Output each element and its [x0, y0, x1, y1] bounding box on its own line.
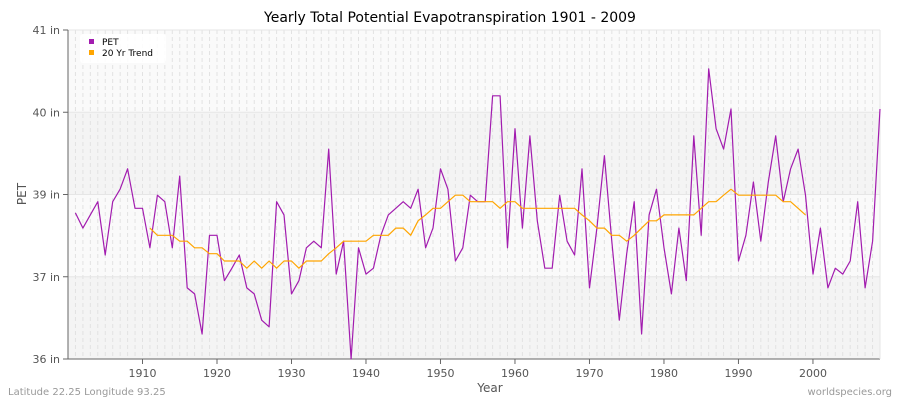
footer-source: worldspecies.org — [808, 387, 892, 398]
y-tick-label: 41 in — [32, 24, 60, 37]
footer-location: Latitude 22.25 Longitude 93.25 — [8, 387, 166, 398]
x-tick-label: 1930 — [277, 367, 305, 380]
plot-band — [68, 30, 880, 113]
y-tick-label: 36 in — [32, 353, 60, 366]
x-tick-label: 1990 — [724, 367, 752, 380]
plot-band — [68, 112, 880, 195]
plot-band — [68, 194, 880, 277]
legend-swatch-pet — [89, 39, 94, 44]
x-tick-label: 1940 — [352, 367, 380, 380]
x-tick-label: 1960 — [501, 367, 529, 380]
y-tick-label: 39 in — [32, 189, 60, 202]
x-tick-label: 1970 — [575, 367, 603, 380]
trend-series-line — [149, 188, 806, 269]
x-tick-label: 1950 — [426, 367, 454, 380]
plot-band — [68, 276, 880, 359]
x-tick-label: 1910 — [128, 367, 156, 380]
chart-title: Yearly Total Potential Evapotranspiratio… — [263, 10, 636, 26]
y-axis-label: PET — [15, 182, 29, 205]
plot-background — [68, 30, 880, 359]
x-axis-label: Year — [476, 381, 502, 395]
axes: 36 in 37 in 39 in 40 in 41 in 1910 1920 1930 194… — [32, 24, 881, 380]
legend-label-trend: 20 Yr Trend — [102, 49, 153, 59]
series-lines — [74, 68, 881, 360]
legend-box — [80, 34, 166, 63]
legend-label-pet: PET — [102, 38, 119, 48]
legend: PET 20 Yr Trend — [80, 34, 166, 63]
x-tick-label: 1980 — [650, 367, 678, 380]
legend-swatch-trend — [89, 50, 94, 55]
y-tick-label: 37 in — [32, 271, 60, 284]
x-tick-label: 1920 — [203, 367, 231, 380]
x-tick-label: 2000 — [799, 367, 827, 380]
grid — [68, 29, 881, 360]
y-tick-label: 40 in — [32, 106, 60, 119]
